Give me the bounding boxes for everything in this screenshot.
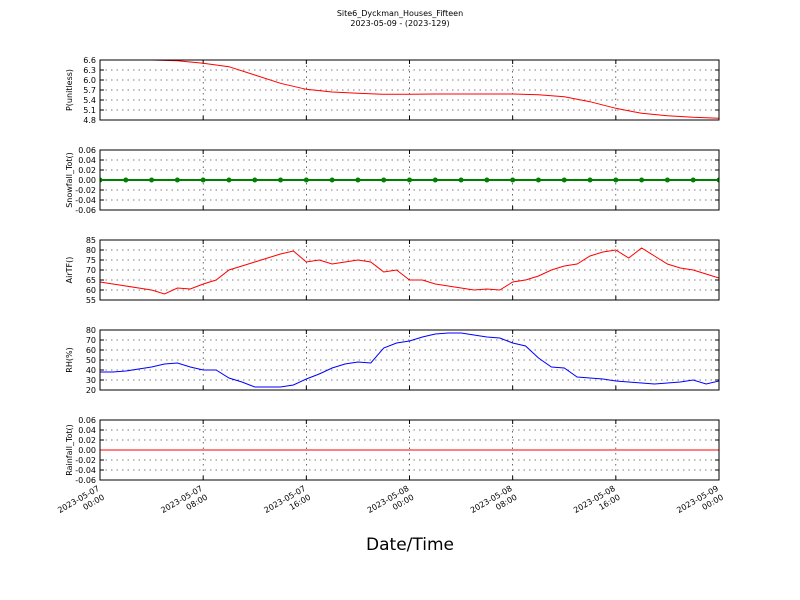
y-tick-label: -0.04 (75, 196, 96, 205)
y-axis-label: AirTF() (65, 257, 74, 284)
y-tick-label: 50 (86, 356, 96, 365)
x-tick-label: 2023-05-0900:00 (675, 484, 725, 524)
y-axis-label: Snowfall_Tot() (65, 152, 74, 208)
plot-frame (99, 329, 720, 391)
y-tick-label: -0.02 (75, 456, 96, 465)
y-tick-label: 0.04 (78, 426, 96, 435)
data-point (561, 177, 567, 183)
data-point (613, 177, 619, 183)
y-tick-label: 55 (86, 296, 96, 305)
data-point (329, 177, 335, 183)
y-tick-label: 80 (86, 246, 96, 255)
x-axis-label: Date/Time (366, 535, 454, 555)
data-point (355, 177, 361, 183)
y-tick-label: 4.8 (83, 116, 96, 125)
data-point (484, 177, 490, 183)
y-tick-label: 60 (86, 346, 96, 355)
data-point (664, 177, 670, 183)
y-tick-label: 6.3 (83, 66, 96, 75)
y-tick-label: 70 (86, 266, 96, 275)
data-point (174, 177, 180, 183)
data-point (510, 177, 516, 183)
data-point (200, 177, 206, 183)
y-tick-label: 85 (86, 236, 96, 245)
x-tick-label: 2023-05-0716:00 (263, 484, 313, 524)
y-tick-label: 0.00 (78, 176, 96, 185)
y-tick-label: 40 (86, 366, 96, 375)
data-line (100, 247, 719, 295)
y-tick-label: 0.06 (78, 146, 96, 155)
y-tick-label: -0.06 (75, 476, 96, 485)
data-point (303, 177, 309, 183)
data-point (432, 177, 438, 183)
y-tick-label: 0.00 (78, 446, 96, 455)
y-tick-label: 0.04 (78, 156, 96, 165)
data-point (100, 177, 103, 183)
y-tick-label: 60 (86, 286, 96, 295)
y-tick-label: 0.02 (78, 436, 96, 445)
data-point (639, 177, 645, 183)
y-tick-label: 80 (86, 326, 96, 335)
y-tick-label: -0.02 (75, 186, 96, 195)
data-point (149, 177, 155, 183)
y-tick-label: 70 (86, 336, 96, 345)
y-tick-label: -0.06 (75, 206, 96, 215)
data-point (123, 177, 129, 183)
plot-frame (99, 419, 720, 481)
data-point (252, 177, 258, 183)
y-tick-label: 75 (86, 256, 96, 265)
x-tick-label: 2023-05-0708:00 (159, 484, 209, 524)
y-axis-label: Rainfall_Tot() (65, 424, 74, 476)
data-line (100, 332, 719, 388)
plot-area (100, 332, 719, 388)
chart-title: Site6_Dyckman_Houses_Fifteen (337, 9, 463, 18)
y-axis-label: RH(%) (65, 347, 74, 372)
plot-frame (99, 59, 720, 121)
y-tick-label: 6.0 (83, 76, 96, 85)
y-tick-label: 5.4 (83, 96, 96, 105)
y-tick-label: 0.02 (78, 166, 96, 175)
data-point (278, 177, 284, 183)
data-point (587, 177, 593, 183)
data-point (226, 177, 232, 183)
plot-area (141, 60, 719, 119)
data-point (381, 177, 387, 183)
y-tick-label: 6.6 (83, 56, 96, 65)
x-tick-label: 2023-05-0700:00 (56, 484, 106, 524)
y-tick-label: 0.06 (78, 416, 96, 425)
y-tick-label: 20 (86, 386, 96, 395)
y-tick-label: 30 (86, 376, 96, 385)
y-axis-label: P(unitless) (65, 69, 74, 111)
data-point (690, 177, 696, 183)
x-tick-label: 2023-05-0808:00 (469, 484, 519, 524)
plot-frame (99, 239, 720, 301)
x-tick-label: 2023-05-0816:00 (572, 484, 622, 524)
data-point (716, 177, 719, 183)
plot-area (100, 247, 719, 295)
data-point (407, 177, 412, 183)
plot-frame (99, 149, 720, 211)
plot-area (100, 177, 719, 183)
chart-subtitle: 2023-05-09 - (2023-129) (350, 19, 449, 28)
data-point (535, 177, 541, 183)
x-tick-label: 2023-05-0800:00 (366, 484, 416, 524)
y-tick-label: 65 (86, 276, 96, 285)
y-tick-label: -0.04 (75, 466, 96, 475)
y-tick-label: 5.7 (83, 86, 96, 95)
y-tick-label: 5.1 (83, 106, 96, 115)
data-point (458, 177, 464, 183)
data-line (141, 60, 719, 119)
